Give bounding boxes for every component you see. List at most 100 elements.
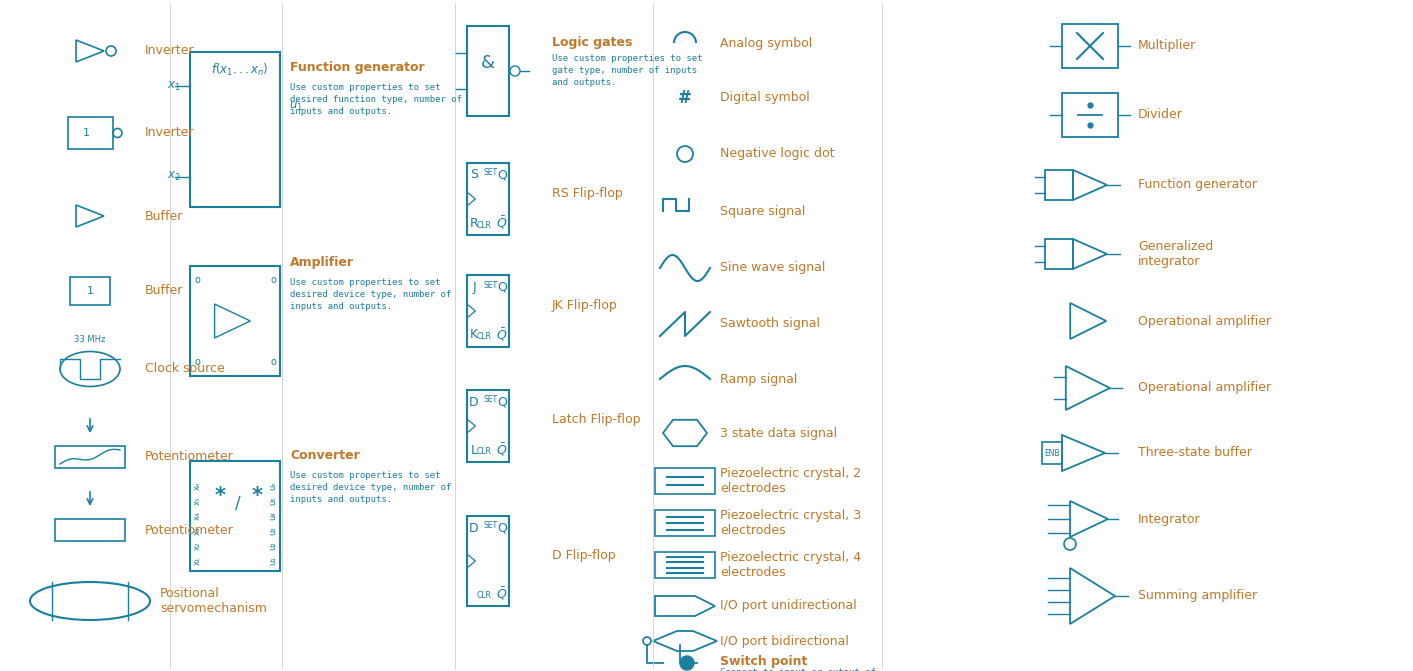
Text: Switch point: Switch point xyxy=(721,655,807,668)
Text: x₄: x₄ xyxy=(192,512,202,520)
Bar xyxy=(656,510,715,536)
Text: $\bar{Q}$: $\bar{Q}$ xyxy=(496,442,507,458)
Text: *: * xyxy=(252,486,263,506)
Text: Q: Q xyxy=(497,280,507,293)
Text: Amplifier: Amplifier xyxy=(290,256,355,269)
Text: I/O port unidirectional: I/O port unidirectional xyxy=(721,599,856,613)
Text: D: D xyxy=(469,395,479,409)
Text: Operational amplifier: Operational amplifier xyxy=(1137,315,1272,327)
Bar xyxy=(468,516,509,606)
Text: CLR: CLR xyxy=(478,333,492,342)
Text: Use custom properties to set
desired device type, number of
inputs and outputs.: Use custom properties to set desired dev… xyxy=(290,471,451,504)
Text: $\bar{Q}$: $\bar{Q}$ xyxy=(496,215,507,231)
Text: Three-state buffer: Three-state buffer xyxy=(1137,446,1252,460)
Bar xyxy=(1046,239,1072,269)
Bar xyxy=(189,52,280,207)
Text: u₅: u₅ xyxy=(268,497,277,505)
Text: 1: 1 xyxy=(86,286,93,296)
Bar xyxy=(468,275,509,347)
Text: Connect to input or output of
integrated chip.: Connect to input or output of integrated… xyxy=(721,668,876,671)
Text: Operational amplifier: Operational amplifier xyxy=(1137,382,1272,395)
Text: o: o xyxy=(270,357,276,367)
Text: L: L xyxy=(471,444,478,456)
Text: Function generator: Function generator xyxy=(290,61,425,74)
Text: Q: Q xyxy=(497,521,507,535)
Bar xyxy=(55,519,124,541)
Text: Summing amplifier: Summing amplifier xyxy=(1137,590,1258,603)
Bar xyxy=(1063,93,1118,137)
Text: SET: SET xyxy=(485,168,499,178)
Text: Potentiometer: Potentiometer xyxy=(146,523,233,537)
Bar xyxy=(55,446,124,468)
Text: Buffer: Buffer xyxy=(146,209,184,223)
Text: u₁: u₁ xyxy=(268,557,277,566)
Text: Converter: Converter xyxy=(290,449,360,462)
Text: /: / xyxy=(235,495,240,513)
Text: u₂: u₂ xyxy=(268,541,277,550)
Bar xyxy=(656,468,715,494)
Text: CLR: CLR xyxy=(478,592,492,601)
Text: $u_1$: $u_1$ xyxy=(290,100,302,113)
Text: Digital symbol: Digital symbol xyxy=(721,91,810,105)
Bar xyxy=(468,390,509,462)
Text: Q: Q xyxy=(497,168,507,181)
Text: CLR: CLR xyxy=(478,448,492,456)
Bar xyxy=(189,461,280,571)
Text: Piezoelectric crystal, 4
electrodes: Piezoelectric crystal, 4 electrodes xyxy=(721,551,861,579)
Text: Analog symbol: Analog symbol xyxy=(721,36,812,50)
Text: o: o xyxy=(194,357,199,367)
Text: o: o xyxy=(270,275,276,285)
Text: Divider: Divider xyxy=(1137,109,1183,121)
Text: Piezoelectric crystal, 3
electrodes: Piezoelectric crystal, 3 electrodes xyxy=(721,509,861,537)
Text: $\bar{Q}$: $\bar{Q}$ xyxy=(496,327,507,344)
Text: 33 MHz: 33 MHz xyxy=(75,335,106,344)
Text: Latch Flip-flop: Latch Flip-flop xyxy=(552,413,640,427)
Text: RS Flip-flop: RS Flip-flop xyxy=(552,187,623,199)
Text: Positional
servomechanism: Positional servomechanism xyxy=(160,587,267,615)
Text: Clock source: Clock source xyxy=(146,362,225,376)
Bar xyxy=(656,552,715,578)
Text: xₙ: xₙ xyxy=(192,482,202,491)
Text: R: R xyxy=(469,217,479,229)
Text: I/O port bidirectional: I/O port bidirectional xyxy=(721,635,849,648)
Text: *: * xyxy=(215,486,226,506)
Text: Negative logic dot: Negative logic dot xyxy=(721,148,835,160)
Text: Function generator: Function generator xyxy=(1137,178,1258,191)
Text: Inverter: Inverter xyxy=(146,127,195,140)
Text: Generalized
integrator: Generalized integrator xyxy=(1137,240,1214,268)
Text: $f(x_1...x_n)$: $f(x_1...x_n)$ xyxy=(212,62,268,78)
Bar xyxy=(1063,24,1118,68)
Bar xyxy=(468,26,509,116)
Bar xyxy=(468,163,509,235)
Text: &: & xyxy=(480,54,495,72)
Bar xyxy=(1046,170,1072,200)
Bar xyxy=(68,117,113,149)
Text: Integrator: Integrator xyxy=(1137,513,1201,525)
Text: J: J xyxy=(472,280,476,293)
Bar xyxy=(1041,442,1063,464)
Text: Square signal: Square signal xyxy=(721,205,805,217)
Text: CLR: CLR xyxy=(478,221,492,229)
Text: $x_2$: $x_2$ xyxy=(167,170,181,183)
Text: Use custom properties to set
desired device type, number of
inputs and outputs.: Use custom properties to set desired dev… xyxy=(290,278,451,311)
Text: Logic gates: Logic gates xyxy=(552,36,633,49)
Text: Sawtooth signal: Sawtooth signal xyxy=(721,317,820,331)
Text: x₃: x₃ xyxy=(192,527,202,535)
Text: SET: SET xyxy=(485,280,499,289)
Text: Buffer: Buffer xyxy=(146,285,184,297)
Text: Potentiometer: Potentiometer xyxy=(146,450,233,464)
Text: JK Flip-flop: JK Flip-flop xyxy=(552,299,617,311)
Text: #: # xyxy=(678,89,692,107)
Circle shape xyxy=(680,656,694,670)
Bar xyxy=(189,266,280,376)
Bar xyxy=(71,277,110,305)
Text: Inverter: Inverter xyxy=(146,44,195,58)
Text: $\bar{Q}$: $\bar{Q}$ xyxy=(496,586,507,603)
Text: ENB: ENB xyxy=(1044,448,1060,458)
Text: uₙ: uₙ xyxy=(268,482,277,491)
Text: $x_1$: $x_1$ xyxy=(167,80,181,93)
Text: x₅: x₅ xyxy=(192,497,202,505)
Text: Q: Q xyxy=(497,395,507,409)
Text: SET: SET xyxy=(485,521,499,531)
Text: u₃: u₃ xyxy=(268,527,277,535)
